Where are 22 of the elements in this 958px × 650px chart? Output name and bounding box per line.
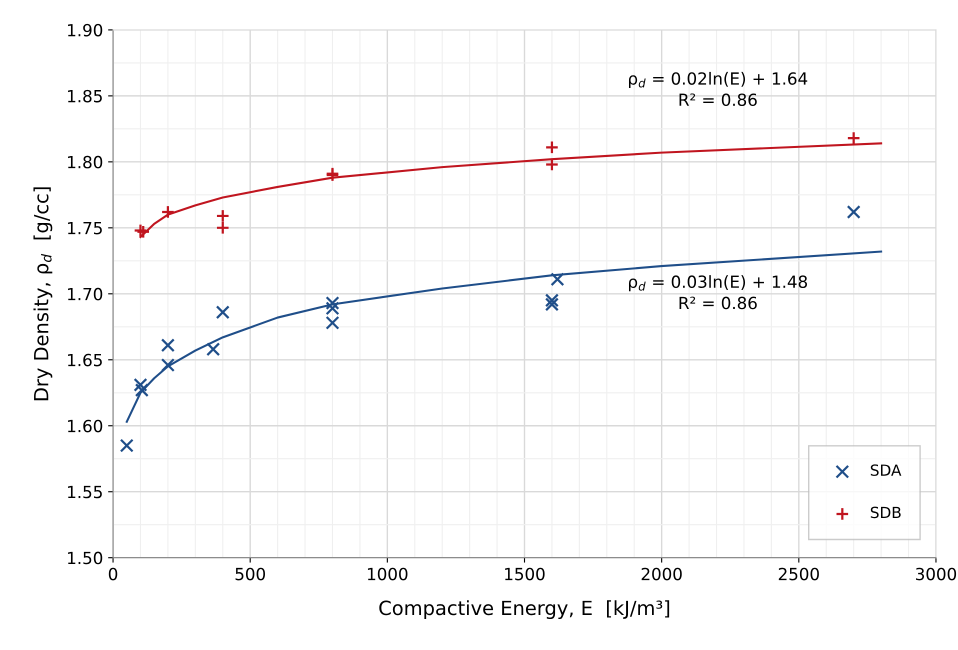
y-tick-label: 1.80 (68, 156, 102, 168)
x-axis-title: Compactive Energy, E [kJ/m³] (379, 600, 670, 620)
y-tick-label: 1.90 (68, 24, 102, 36)
x-tick-label: 2000 (642, 568, 682, 580)
x-tick-label: 1500 (505, 568, 545, 580)
y-tick-label: 1.50 (68, 552, 102, 564)
legend-label: SDA (870, 464, 902, 476)
x-tick-label: 500 (236, 568, 265, 580)
y-tick-label: 1.85 (68, 90, 102, 102)
x-tick-label: 1000 (368, 568, 408, 580)
y-tick-label: 1.55 (68, 486, 102, 498)
annotation: ρ$_{d}$ = 0.02ln(E) + 1.64 R² = 0.86 (628, 72, 808, 106)
x-tick-label: 2500 (778, 568, 819, 580)
annotation: ρ$_{d}$ = 0.03ln(E) + 1.48 R² = 0.86 (628, 275, 808, 310)
legend-label: SDB (870, 506, 901, 518)
y-tick-label: 1.60 (68, 420, 102, 432)
x-tick-label: 0 (108, 568, 118, 580)
y-axis-title: Dry Density, ρ$_{d}$ [g/cc] (33, 187, 52, 400)
x-tick-label: 3000 (916, 568, 956, 580)
y-tick-label: 1.65 (68, 354, 102, 366)
y-tick-label: 1.70 (68, 288, 102, 300)
y-tick-label: 1.75 (68, 222, 102, 234)
